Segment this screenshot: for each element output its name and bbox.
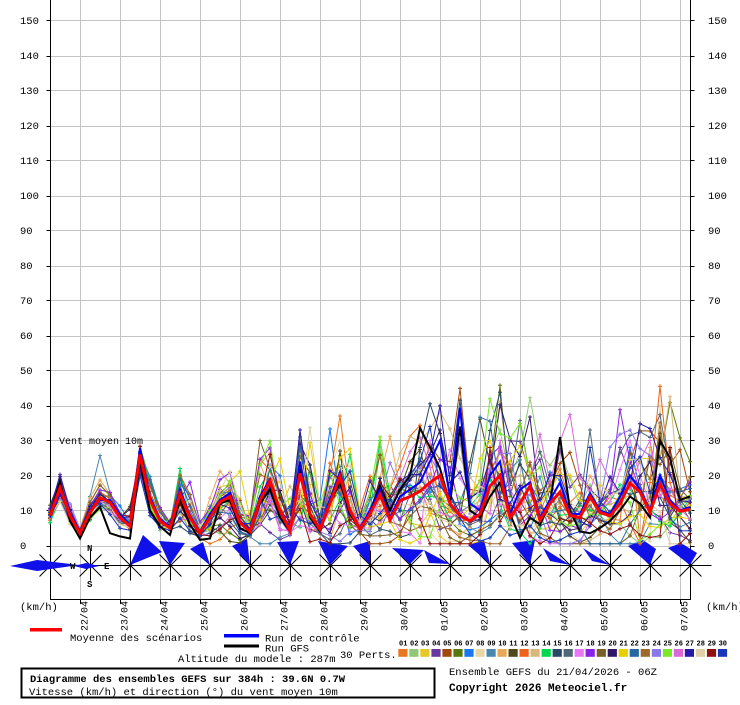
svg-text:Altitude du modele : 287m: Altitude du modele : 287m [178, 654, 336, 666]
svg-text:27/04: 27/04 [280, 601, 292, 631]
svg-text:27: 27 [686, 641, 694, 649]
svg-text:06: 06 [454, 641, 462, 649]
svg-text:23/04: 23/04 [120, 601, 132, 631]
svg-text:120: 120 [708, 121, 727, 133]
svg-text:28/04: 28/04 [320, 601, 332, 631]
svg-text:100: 100 [708, 191, 727, 203]
svg-text:16: 16 [564, 641, 572, 649]
svg-text:70: 70 [20, 296, 33, 308]
svg-text:(km/h): (km/h) [20, 602, 58, 614]
svg-text:03: 03 [421, 641, 429, 649]
svg-text:110: 110 [708, 156, 727, 168]
svg-text:10: 10 [498, 641, 506, 649]
svg-text:Vitesse (km/h) et direction (°: Vitesse (km/h) et direction (°) du vent … [29, 687, 338, 699]
svg-text:140: 140 [20, 51, 39, 63]
svg-text:08: 08 [476, 641, 484, 649]
svg-text:14: 14 [542, 641, 550, 649]
svg-text:02/05: 02/05 [480, 601, 492, 631]
svg-text:11: 11 [509, 641, 517, 649]
svg-text:E: E [104, 562, 110, 572]
svg-text:(km/h): (km/h) [706, 602, 740, 614]
svg-text:02: 02 [410, 641, 418, 649]
svg-text:15: 15 [553, 641, 561, 649]
svg-text:Run GFS: Run GFS [265, 644, 309, 656]
svg-text:26: 26 [675, 641, 683, 649]
svg-text:0: 0 [708, 541, 714, 553]
svg-text:30: 30 [708, 436, 721, 448]
svg-text:06/05: 06/05 [640, 601, 652, 631]
svg-text:05: 05 [443, 641, 451, 649]
svg-text:60: 60 [708, 331, 721, 343]
svg-text:04/05: 04/05 [560, 601, 572, 631]
svg-text:110: 110 [20, 156, 39, 168]
svg-text:40: 40 [708, 401, 721, 413]
svg-text:01: 01 [399, 641, 407, 649]
svg-text:25/04: 25/04 [200, 601, 212, 631]
svg-text:70: 70 [708, 296, 721, 308]
svg-text:10: 10 [708, 506, 721, 518]
svg-text:07: 07 [465, 641, 473, 649]
svg-text:150: 150 [20, 16, 39, 28]
svg-text:22: 22 [630, 641, 638, 649]
svg-text:Ensemble GEFS du 21/04/2026 -: Ensemble GEFS du 21/04/2026 - 06Z [449, 667, 657, 679]
svg-text:30: 30 [719, 641, 727, 649]
svg-text:100: 100 [20, 191, 39, 203]
svg-text:13: 13 [531, 641, 539, 649]
svg-text:130: 130 [708, 86, 727, 98]
svg-text:120: 120 [20, 121, 39, 133]
svg-text:07/05: 07/05 [680, 601, 692, 631]
svg-text:01/05: 01/05 [440, 601, 452, 631]
svg-text:Vent moyen 10m: Vent moyen 10m [59, 437, 143, 448]
svg-text:50: 50 [20, 366, 33, 378]
svg-text:90: 90 [708, 226, 721, 238]
svg-text:28: 28 [697, 641, 705, 649]
svg-text:22/04: 22/04 [80, 601, 92, 631]
svg-text:40: 40 [20, 401, 33, 413]
svg-text:60: 60 [20, 331, 33, 343]
svg-text:90: 90 [20, 226, 33, 238]
svg-text:20: 20 [20, 471, 33, 483]
svg-text:18: 18 [586, 641, 594, 649]
svg-text:20: 20 [708, 471, 721, 483]
svg-text:150: 150 [708, 16, 727, 28]
svg-text:19: 19 [597, 641, 605, 649]
svg-text:W: W [70, 562, 76, 572]
svg-text:80: 80 [708, 261, 721, 273]
svg-text:17: 17 [575, 641, 583, 649]
svg-text:24/04: 24/04 [160, 601, 172, 631]
svg-text:25: 25 [664, 641, 672, 649]
svg-text:80: 80 [20, 261, 33, 273]
svg-text:S: S [87, 580, 93, 590]
svg-text:Run de contrôle: Run de contrôle [265, 634, 360, 646]
svg-text:23: 23 [641, 641, 649, 649]
svg-text:30: 30 [20, 436, 33, 448]
svg-text:30 Perts.: 30 Perts. [340, 650, 397, 662]
svg-text:N: N [87, 544, 92, 554]
svg-text:24: 24 [653, 641, 661, 649]
svg-text:04: 04 [432, 641, 440, 649]
svg-text:09: 09 [487, 641, 495, 649]
svg-text:Copyright 2026 Meteociel.fr: Copyright 2026 Meteociel.fr [449, 683, 627, 695]
svg-text:12: 12 [520, 641, 528, 649]
svg-text:21: 21 [619, 641, 627, 649]
svg-text:29/04: 29/04 [360, 601, 372, 631]
svg-text:05/05: 05/05 [600, 601, 612, 631]
svg-text:30/04: 30/04 [400, 601, 412, 631]
svg-text:29: 29 [708, 641, 716, 649]
svg-text:20: 20 [608, 641, 616, 649]
svg-text:Diagramme des ensembles GEFS s: Diagramme des ensembles GEFS sur 384h : … [30, 674, 346, 686]
svg-text:50: 50 [708, 366, 721, 378]
svg-text:03/05: 03/05 [520, 601, 532, 631]
svg-text:140: 140 [708, 51, 727, 63]
svg-text:26/04: 26/04 [240, 601, 252, 631]
svg-text:10: 10 [20, 506, 33, 518]
svg-text:130: 130 [20, 86, 39, 98]
svg-text:0: 0 [20, 541, 26, 553]
svg-text:Moyenne des scénarios: Moyenne des scénarios [70, 633, 202, 645]
